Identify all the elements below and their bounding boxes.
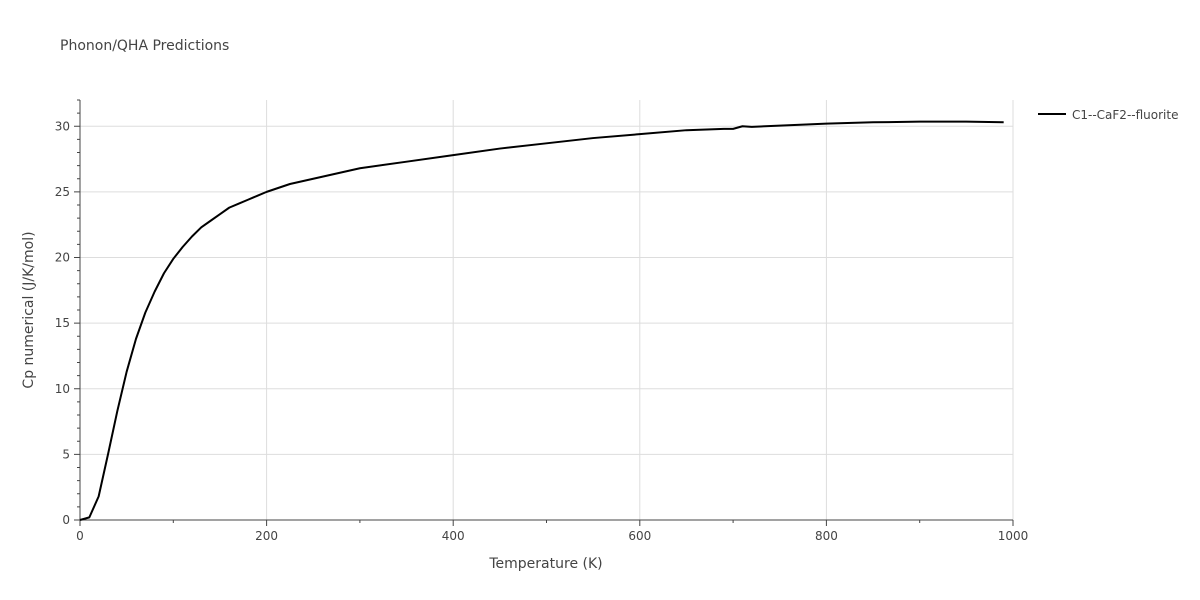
legend-label: C1--CaF2--fluorite bbox=[1072, 108, 1178, 122]
x-tick-label: 600 bbox=[628, 529, 651, 543]
y-tick-label: 30 bbox=[55, 119, 70, 133]
series-layer bbox=[79, 120, 1004, 521]
y-tick-label: 10 bbox=[55, 382, 70, 396]
legend[interactable]: C1--CaF2--fluorite bbox=[1038, 108, 1178, 122]
x-tick-label: 200 bbox=[255, 529, 278, 543]
y-tick-label: 5 bbox=[62, 447, 70, 461]
y-tick-label: 0 bbox=[62, 513, 70, 527]
x-tick-label: 800 bbox=[815, 529, 838, 543]
x-tick-label: 400 bbox=[442, 529, 465, 543]
y-tick-label: 25 bbox=[55, 185, 70, 199]
x-axis-title: Temperature (K) bbox=[488, 556, 602, 572]
x-tick-label: 0 bbox=[76, 529, 84, 543]
x-tick-label: 1000 bbox=[998, 529, 1029, 543]
series-line[interactable] bbox=[79, 120, 1004, 521]
chart-title: Phonon/QHA Predictions bbox=[60, 38, 229, 54]
axes: 0 200 400 600 800 1000 0 5 10 15 20 25 30 bbox=[55, 99, 1029, 543]
y-axis-title: Cp numerical (J/K/mol) bbox=[21, 231, 37, 388]
y-tick-label: 20 bbox=[55, 251, 70, 265]
grid bbox=[80, 100, 1014, 520]
y-tick-label: 15 bbox=[55, 316, 70, 330]
